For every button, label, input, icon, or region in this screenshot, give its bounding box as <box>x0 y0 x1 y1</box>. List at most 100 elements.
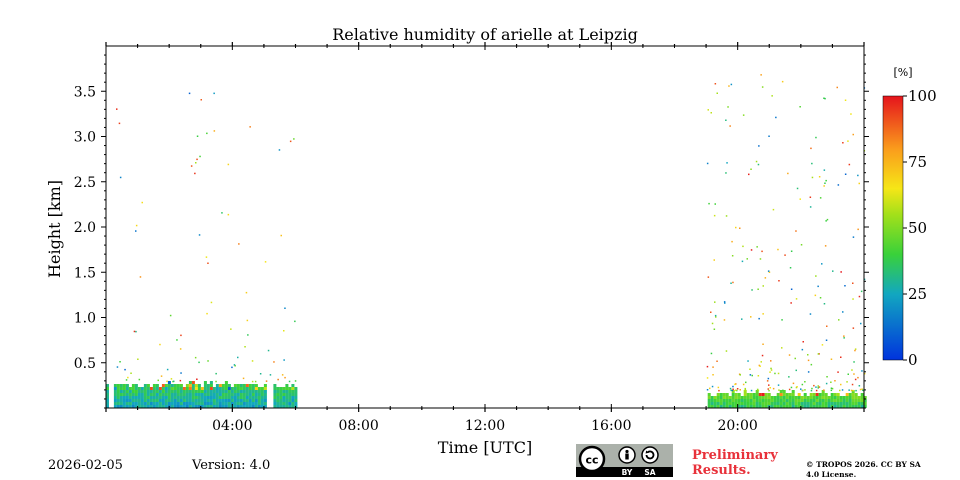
rh-scatter-pixel <box>293 138 295 140</box>
rh-cell <box>263 399 267 402</box>
rh-scatter-pixel <box>135 224 138 227</box>
rh-cell <box>251 402 255 405</box>
rh-scatter-pixel <box>283 359 285 361</box>
rh-cell <box>218 396 222 399</box>
rh-cell <box>263 387 267 390</box>
rh-scatter-pixel <box>725 350 728 352</box>
rh-scatter-pixel <box>767 377 770 380</box>
rh-cell <box>257 396 261 399</box>
rh-cell <box>779 393 783 396</box>
rh-cell <box>170 405 174 408</box>
rh-cell <box>140 396 144 399</box>
rh-cell <box>167 390 171 393</box>
rh-cell <box>239 393 243 396</box>
rh-cell <box>251 399 255 402</box>
rh-cell <box>788 399 792 402</box>
y-axis-label: Height [km] <box>45 180 64 278</box>
rh-scatter-pixel <box>130 372 132 374</box>
rh-cell <box>288 387 292 390</box>
rh-cell <box>263 396 267 399</box>
rh-cell <box>161 393 165 396</box>
rh-scatter-pixel <box>777 372 780 375</box>
rh-scatter-pixel <box>824 245 827 247</box>
rh-scatter-pixel <box>284 376 286 379</box>
rh-cell <box>821 396 825 399</box>
rh-cell <box>167 399 171 402</box>
rh-cell <box>803 399 807 402</box>
rh-scatter-pixel <box>749 368 751 370</box>
rh-cell <box>161 402 165 405</box>
rh-scatter-pixel <box>826 218 829 221</box>
rh-cell <box>152 399 156 402</box>
rh-cell <box>200 393 204 396</box>
rh-cell <box>824 393 828 396</box>
rh-scatter-pixel <box>267 349 270 352</box>
rh-cell <box>182 405 186 408</box>
rh-cell <box>260 399 264 402</box>
rh-scatter-pixel <box>771 95 773 97</box>
rh-cell <box>282 405 286 408</box>
rh-scatter-pixel <box>825 382 828 385</box>
rh-cell <box>743 405 747 408</box>
rh-cell <box>854 402 858 405</box>
rh-scatter-pixel <box>294 320 296 323</box>
rh-scatter-pixel <box>166 368 169 371</box>
rh-scatter-pixel <box>781 347 783 349</box>
rh-cell <box>149 393 153 396</box>
rh-scatter-pixel <box>742 245 744 248</box>
rh-cell <box>260 393 264 396</box>
rh-scatter-pixel <box>817 285 819 288</box>
rh-scatter-pixel <box>744 388 747 391</box>
rh-scatter-pixel <box>731 255 734 257</box>
rh-cell <box>176 396 180 399</box>
rh-cell <box>245 393 249 396</box>
rh-cell <box>731 402 735 405</box>
rh-cell <box>749 405 753 408</box>
rh-cell <box>206 402 210 405</box>
rh-scatter-pixel <box>139 276 142 278</box>
rh-scatter-pixel <box>770 360 772 362</box>
rh-cell <box>203 396 207 399</box>
rh-scatter-pixel <box>206 312 208 315</box>
rh-scatter-pixel <box>246 319 249 322</box>
rh-scatter-pixel <box>237 356 239 359</box>
rh-cell <box>119 402 123 405</box>
rh-scatter-pixel <box>729 387 732 390</box>
rh-cell <box>257 402 261 405</box>
rh-scatter-pixel <box>795 298 798 300</box>
rh-cell <box>764 405 768 408</box>
colorbar <box>882 95 904 361</box>
rh-scatter-pixel <box>831 387 834 390</box>
rh-cell <box>194 390 198 393</box>
rh-scatter-pixel <box>755 160 758 163</box>
rh-cell <box>273 384 277 387</box>
rh-cell <box>134 399 138 402</box>
rh-cell <box>836 393 840 396</box>
rh-cell <box>197 393 201 396</box>
rh-cell <box>806 396 810 399</box>
rh-cell <box>725 393 729 396</box>
rh-cell <box>188 381 192 384</box>
rh-scatter-pixel <box>762 343 764 345</box>
rh-cell <box>257 387 261 390</box>
rh-cell <box>779 399 783 402</box>
rh-scatter-pixel <box>861 388 863 390</box>
rh-cell <box>282 396 286 399</box>
rh-scatter-pixel <box>789 267 792 269</box>
rh-cell <box>248 387 252 390</box>
rh-cell <box>854 399 858 402</box>
rh-scatter-pixel <box>230 328 232 330</box>
rh-cell <box>263 393 267 396</box>
rh-scatter-pixel <box>739 374 741 376</box>
rh-cell <box>113 384 117 387</box>
rh-scatter-pixel <box>759 258 762 260</box>
rh-cell <box>824 399 828 402</box>
rh-cell <box>791 399 795 402</box>
rh-cell <box>167 387 171 390</box>
rh-scatter-pixel <box>762 313 764 315</box>
rh-scatter-pixel <box>714 203 716 205</box>
rh-cell <box>791 393 795 396</box>
rh-cell <box>248 384 252 387</box>
rh-cell <box>260 402 264 405</box>
rh-cell <box>276 405 280 408</box>
